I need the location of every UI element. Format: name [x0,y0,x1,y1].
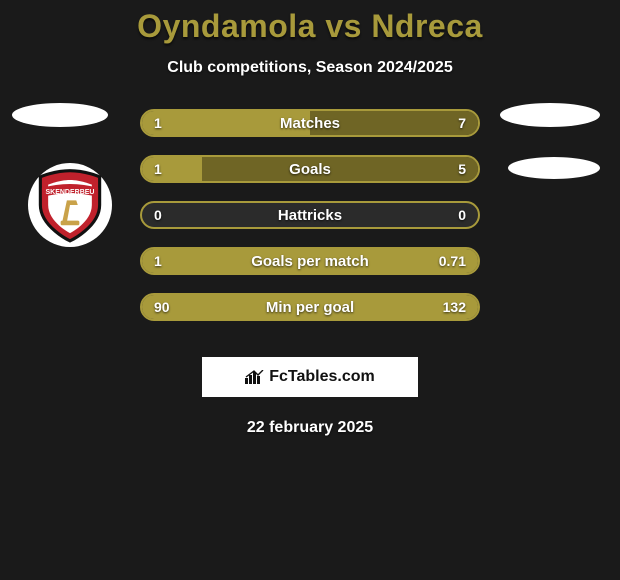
bar-value-left: 1 [142,111,174,135]
comparison-area: SKENDERBEU Matches17Goals15Hattricks00Go… [0,113,620,333]
placeholder-ellipse [508,157,600,179]
stat-bars: Matches17Goals15Hattricks00Goals per mat… [140,109,480,321]
bar-label: Min per goal [142,295,478,319]
bar-value-right: 5 [446,157,478,181]
date-text: 22 february 2025 [0,419,620,437]
infographic-root: Oyndamola vs Ndreca Club competitions, S… [0,0,620,437]
bar-value-right: 7 [446,111,478,135]
bar-value-left: 90 [142,295,182,319]
bar-value-left: 1 [142,249,174,273]
page-title: Oyndamola vs Ndreca [0,8,620,45]
watermark-box: FcTables.com [202,357,418,397]
stat-bar: Hattricks0 0 [140,201,480,229]
club-badge: SKENDERBEU [28,163,112,247]
stat-bar: Goals1 5 [140,155,480,183]
stat-bar: Goals per match10.71 [140,247,480,275]
bar-chart-icon [245,370,265,384]
shield-icon: SKENDERBEU [31,166,109,244]
bar-value-right: 0.71 [427,249,478,273]
bar-label: Matches [142,111,478,135]
stat-bar: Min per goal90 132 [140,293,480,321]
page-subtitle: Club competitions, Season 2024/2025 [0,59,620,77]
bar-value-right: 132 [431,295,478,319]
bar-value-right: 0 [446,203,478,227]
bar-label: Hattricks [142,203,478,227]
bar-value-left: 1 [142,157,174,181]
bar-value-left: 0 [142,203,174,227]
bar-label: Goals [142,157,478,181]
placeholder-ellipse [500,103,600,127]
placeholder-ellipse [12,103,108,127]
stat-bar: Matches1 7 [140,109,480,137]
watermark-text: FcTables.com [269,368,375,386]
svg-text:SKENDERBEU: SKENDERBEU [45,189,94,196]
